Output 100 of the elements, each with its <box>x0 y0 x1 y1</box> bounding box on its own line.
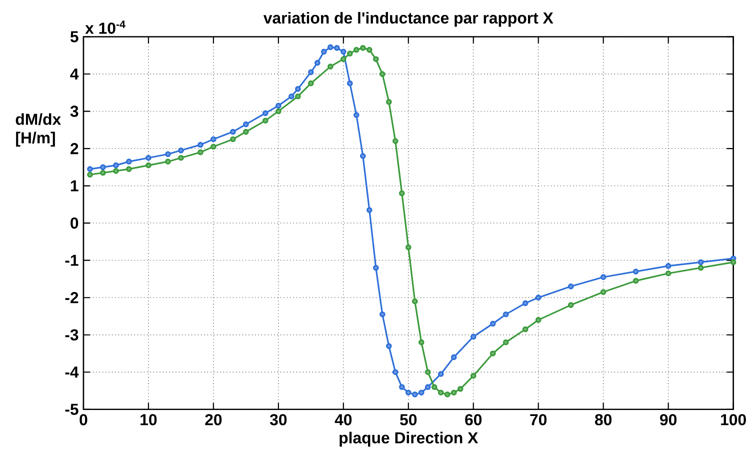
point <box>308 80 314 86</box>
y-tick-label: -1 <box>65 254 78 266</box>
point <box>698 259 704 266</box>
point <box>353 46 360 53</box>
x-tick-label: 90 <box>660 414 677 426</box>
x-tick-label: 100 <box>721 414 746 426</box>
point <box>502 339 509 346</box>
point <box>126 166 132 172</box>
point <box>535 294 542 300</box>
point <box>314 60 320 66</box>
point <box>328 44 334 50</box>
x-tick-label: 40 <box>334 414 352 426</box>
point <box>360 153 366 159</box>
point <box>392 369 398 375</box>
y-tick-label: 3 <box>70 106 78 117</box>
x-tick-label: 70 <box>530 414 547 426</box>
point <box>366 207 372 213</box>
point <box>386 343 392 349</box>
point <box>412 298 418 304</box>
y-tick-label: -4 <box>65 366 79 378</box>
y-tick-label: 5 <box>70 31 78 42</box>
point <box>334 44 340 51</box>
y-tick-label: -3 <box>65 329 78 340</box>
point <box>568 283 574 290</box>
point <box>398 190 405 196</box>
point <box>600 289 606 295</box>
point <box>405 244 412 250</box>
chart-title: variation de l'inductance par rapport X <box>263 12 554 27</box>
point <box>113 168 119 174</box>
point <box>146 162 152 168</box>
point <box>230 128 236 135</box>
point <box>665 270 672 276</box>
point <box>522 300 528 306</box>
point <box>295 86 301 92</box>
point <box>295 93 301 100</box>
point <box>470 334 476 340</box>
point <box>665 262 672 269</box>
point <box>276 102 282 109</box>
point <box>262 118 268 124</box>
y-tick-label: 4 <box>70 68 79 80</box>
point <box>418 390 424 396</box>
point <box>535 316 542 323</box>
point <box>360 44 366 51</box>
point <box>431 384 438 390</box>
point <box>372 56 379 62</box>
point <box>321 48 327 55</box>
x-tick-label: 30 <box>270 414 287 426</box>
point <box>328 64 334 70</box>
point <box>230 136 236 142</box>
y-tick-label: 2 <box>70 142 78 154</box>
point <box>262 110 268 116</box>
point <box>308 69 314 76</box>
point <box>198 142 204 148</box>
point <box>366 46 372 53</box>
y-tick-label: 0 <box>70 217 78 229</box>
point <box>424 384 431 390</box>
point <box>288 93 294 100</box>
text: x 10$^{-4}$ <box>85 20 126 34</box>
point <box>490 350 496 356</box>
point <box>386 99 392 105</box>
point <box>346 50 353 56</box>
point <box>87 166 93 172</box>
point <box>100 170 106 176</box>
point <box>457 386 464 392</box>
x-tick-label: 80 <box>595 414 612 426</box>
point <box>87 172 93 178</box>
x-axis-title: plaque Direction X <box>340 432 478 447</box>
point <box>470 372 476 379</box>
point <box>276 108 282 114</box>
point <box>126 158 132 164</box>
point <box>405 390 412 396</box>
point <box>698 264 704 271</box>
point <box>418 339 424 346</box>
point <box>438 390 444 396</box>
point <box>730 259 736 266</box>
x-tick-label: 50 <box>400 414 417 426</box>
point <box>113 162 119 168</box>
point <box>243 121 249 128</box>
point <box>372 264 379 271</box>
y-axis-title: dM/dx [H/m] <box>16 113 62 147</box>
point <box>392 138 398 144</box>
point <box>100 164 106 170</box>
y-tick-label: -2 <box>65 292 78 304</box>
point <box>379 71 386 77</box>
point <box>490 320 496 327</box>
point <box>412 392 418 398</box>
x-tick-label: 60 <box>465 414 482 426</box>
point <box>198 149 204 156</box>
point <box>424 369 431 375</box>
point <box>146 154 152 161</box>
point <box>165 151 171 158</box>
point <box>568 302 574 308</box>
point <box>346 80 353 86</box>
point <box>444 392 450 398</box>
point <box>632 278 639 284</box>
point <box>632 268 639 274</box>
point <box>340 48 346 55</box>
y-tick-label: 1 <box>70 180 78 192</box>
point <box>502 311 509 318</box>
point <box>165 158 171 164</box>
